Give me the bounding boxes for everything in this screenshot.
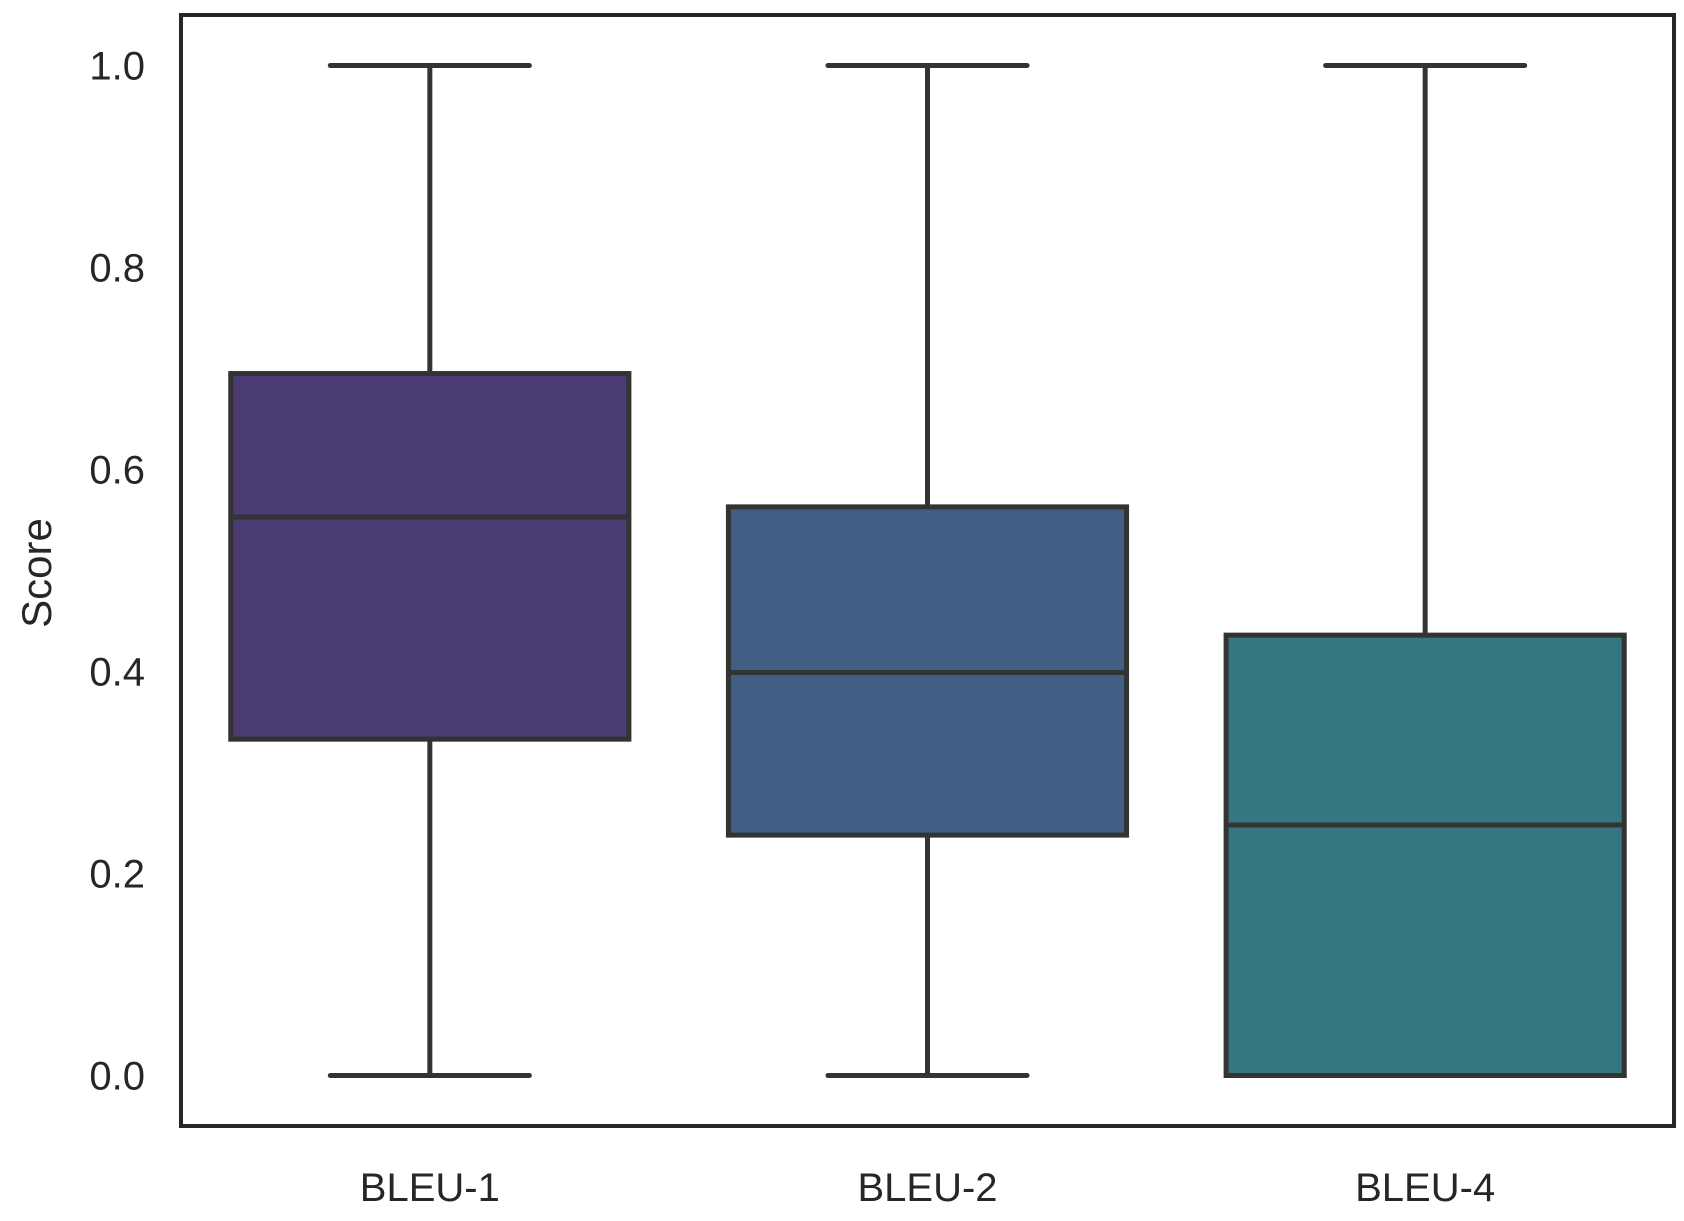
y-tick-label: 0.4 bbox=[89, 651, 145, 695]
boxes-layer bbox=[228, 63, 1627, 1078]
y-axis-label: Score bbox=[13, 518, 60, 628]
x-tick-label: BLEU-4 bbox=[1355, 1166, 1495, 1210]
x-axis-ticks: BLEU-1 BLEU-2 BLEU-4 bbox=[360, 1166, 1495, 1210]
y-tick-label: 1.0 bbox=[89, 45, 145, 89]
x-tick-label: BLEU-1 bbox=[360, 1166, 500, 1210]
y-tick-label: 0.8 bbox=[89, 247, 145, 291]
y-tick-label: 0.2 bbox=[89, 853, 145, 897]
iqr-box bbox=[228, 371, 632, 742]
y-tick-label: 0.6 bbox=[89, 449, 145, 493]
y-axis-ticks: 0.0 0.2 0.4 0.6 0.8 1.0 bbox=[89, 45, 145, 1099]
y-tick-label: 0.0 bbox=[89, 1055, 145, 1099]
iqr-box bbox=[1223, 632, 1627, 1078]
plot-frame bbox=[179, 13, 1676, 1128]
box-bleu-2 bbox=[725, 63, 1130, 1078]
x-tick-label: BLEU-2 bbox=[857, 1166, 997, 1210]
box-bleu-4 bbox=[1223, 63, 1627, 1078]
box-bleu-1 bbox=[228, 63, 632, 1078]
